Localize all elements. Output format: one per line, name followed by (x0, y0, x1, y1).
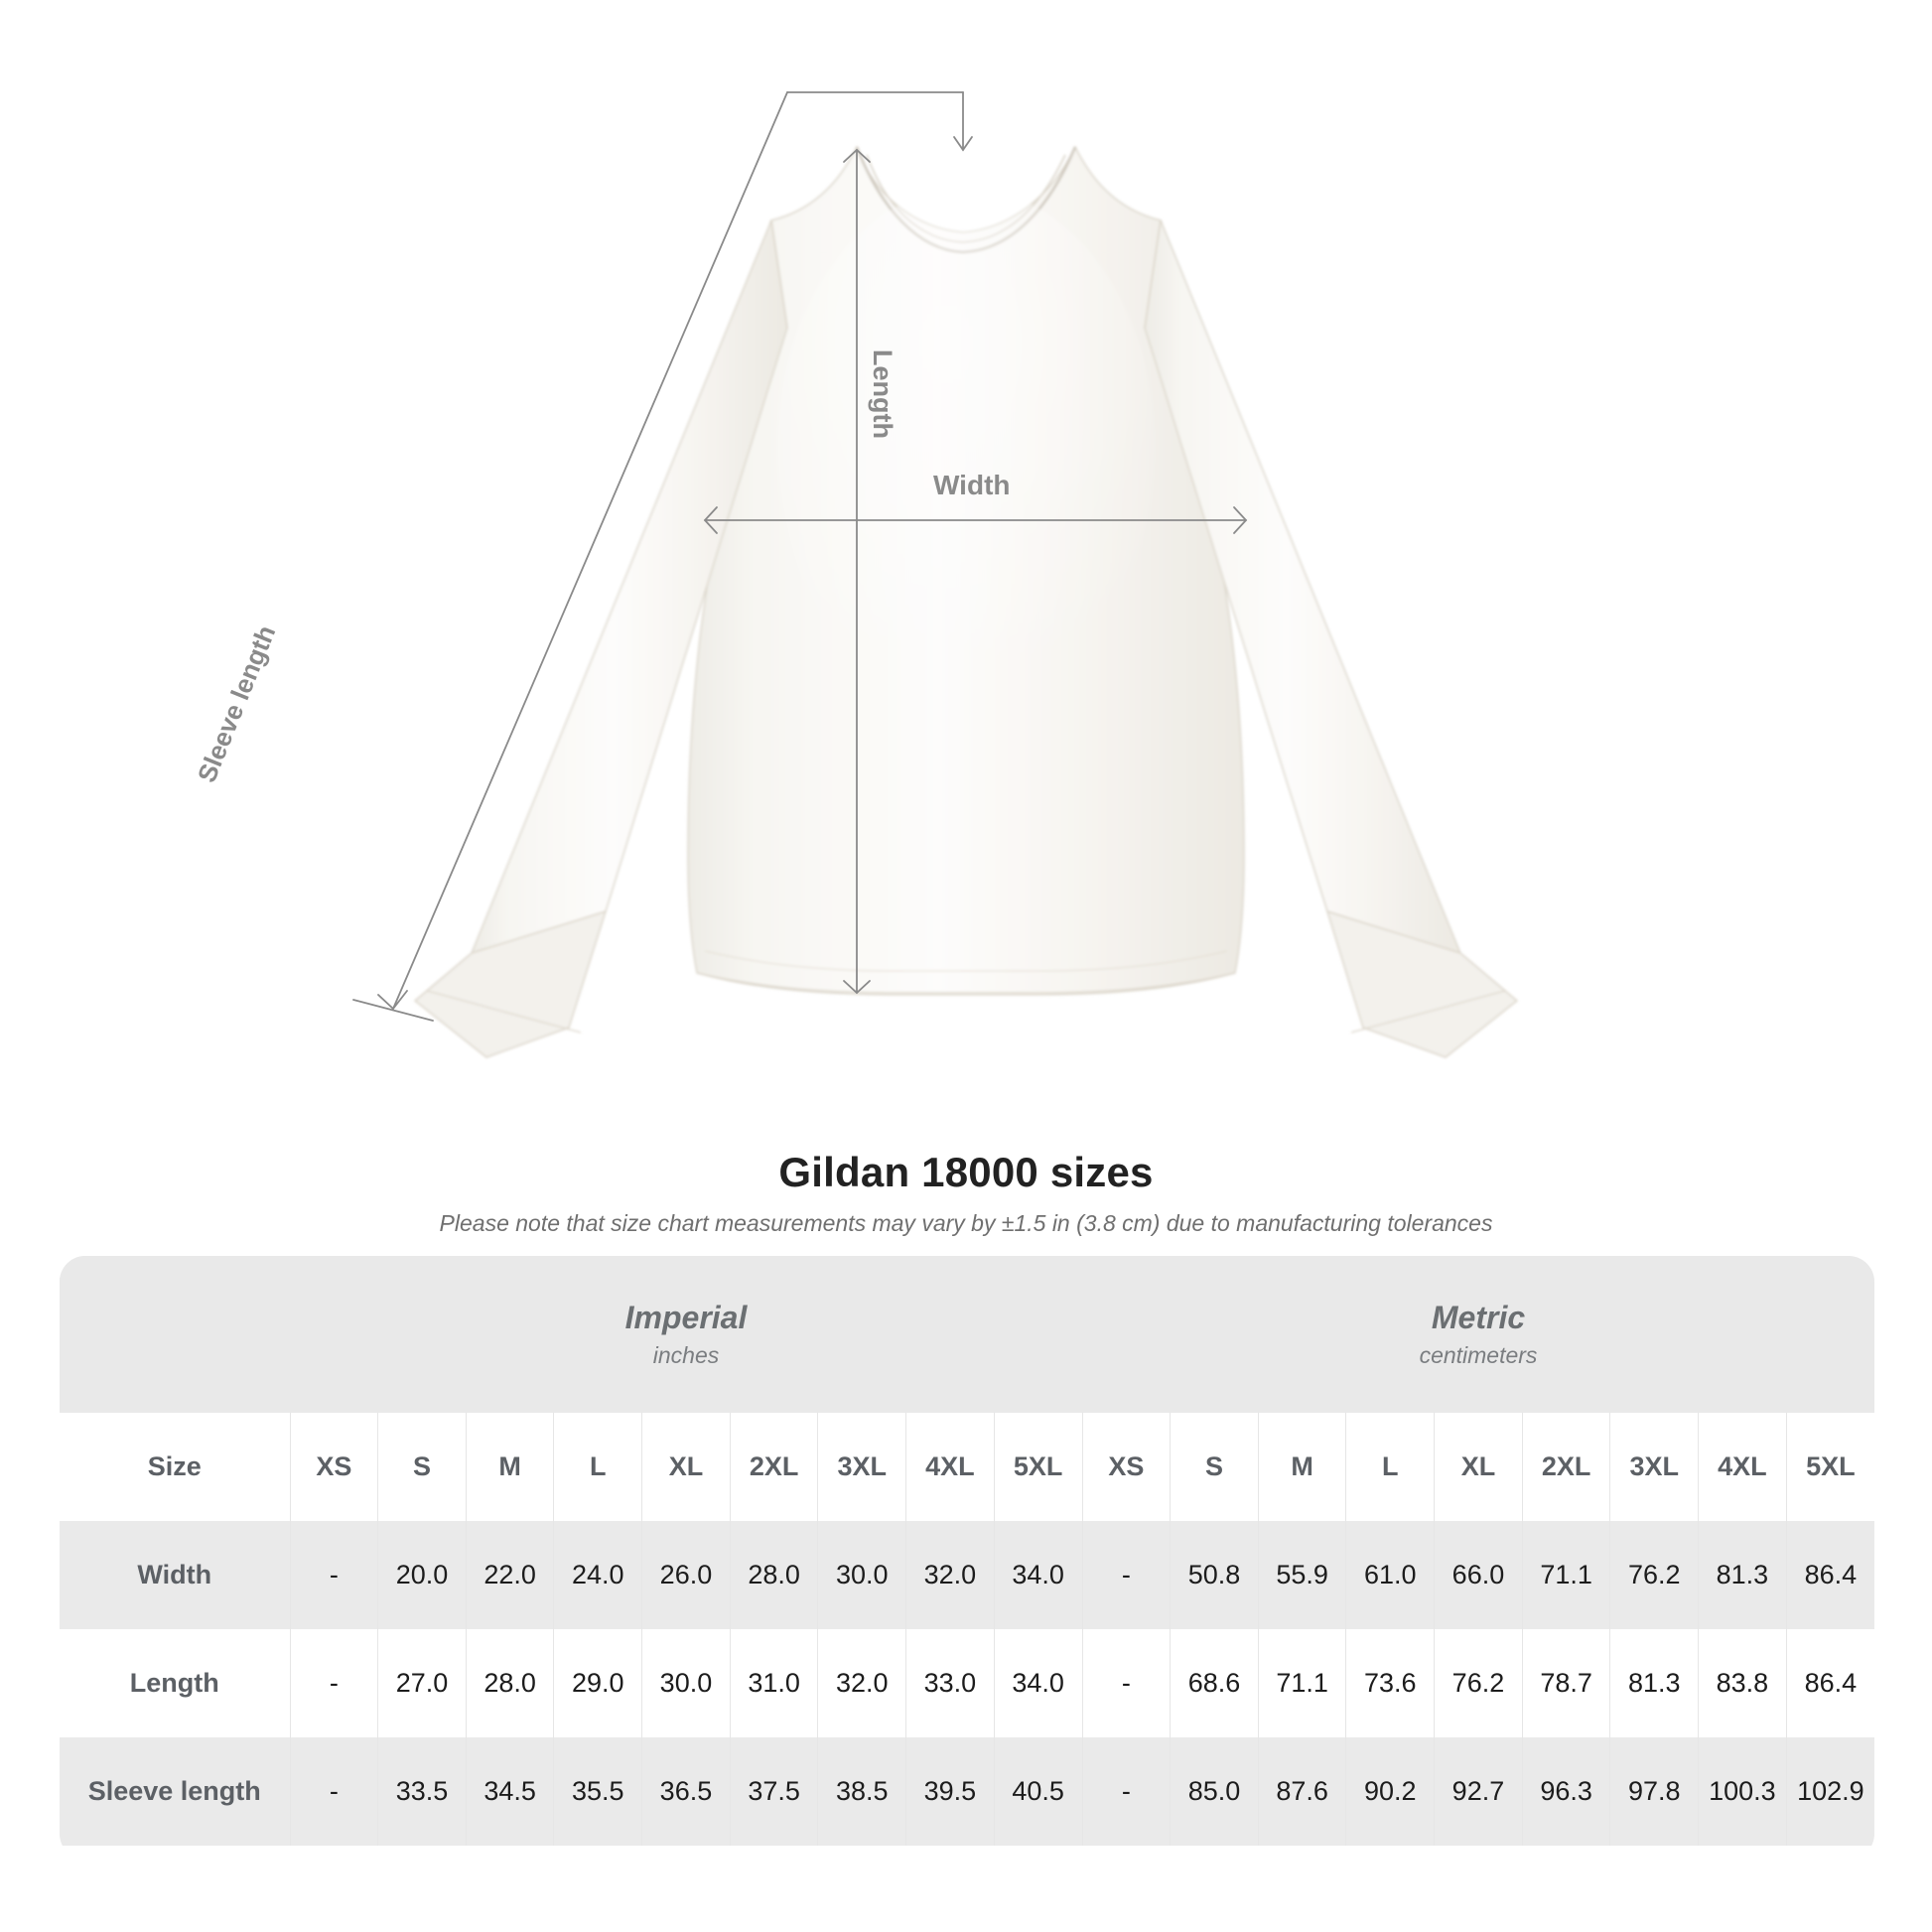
svg-text:Length: Length (868, 349, 897, 439)
svg-text:Width: Width (933, 470, 1011, 500)
